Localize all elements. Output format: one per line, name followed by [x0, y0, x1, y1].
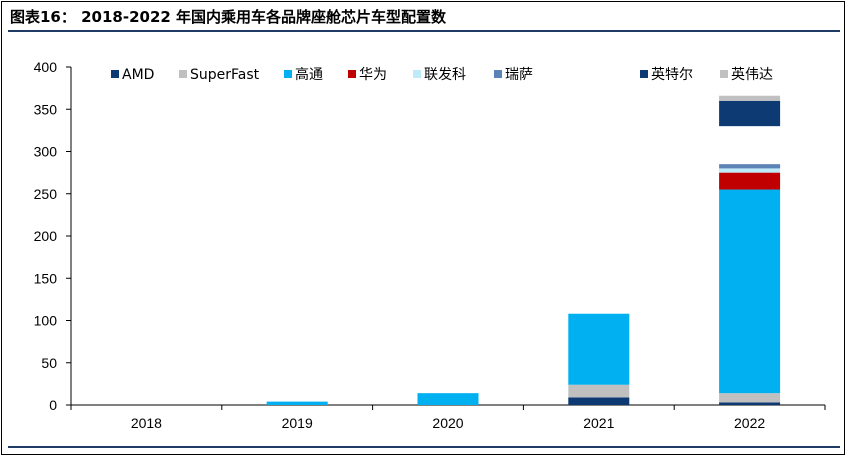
- bar-segment-2021: [568, 397, 630, 405]
- legend-label: 瑞萨: [505, 67, 533, 83]
- legend-label: AMD: [122, 67, 154, 83]
- bar-segment-2022: [719, 402, 781, 405]
- legend-swatch: [179, 70, 187, 78]
- y-tick-label: 200: [34, 228, 58, 244]
- axes-layer: 0 50 100 150 200 250 300 350 400 2018 2019 2020 2021…: [34, 59, 826, 431]
- x-tick-label: 2018: [131, 415, 162, 431]
- legend-label: 英伟达: [731, 66, 773, 83]
- y-tick-label: 250: [34, 186, 58, 202]
- legend-swatch: [284, 70, 292, 78]
- y-tick-label: 150: [34, 270, 58, 286]
- legend-swatch: [111, 70, 119, 78]
- legend-label: 联发科: [424, 67, 466, 83]
- legend-swatch: [413, 70, 421, 78]
- bar-segment-2022: [719, 164, 781, 169]
- bar-segment-2022: [719, 100, 781, 127]
- legend-label: SuperFast: [190, 67, 260, 83]
- bar-segment-2022: [719, 172, 781, 190]
- title-underline: [8, 30, 840, 32]
- y-tick-label: 400: [34, 59, 58, 75]
- bar-segment-2021: [568, 313, 630, 385]
- x-tick-label: 2020: [432, 415, 463, 431]
- bar-segment-2022: [719, 95, 781, 101]
- legend-swatch: [348, 70, 356, 78]
- bar-segment-2021: [568, 384, 630, 398]
- legend-swatch: [640, 70, 648, 78]
- legend-swatch: [494, 70, 502, 78]
- bar-segment-2022: [719, 189, 781, 394]
- footer-line: [8, 446, 840, 448]
- y-tick-label: 0: [49, 397, 57, 413]
- x-tick-label: 2019: [282, 415, 313, 431]
- chart-title: 图表16： 2018-2022 年国内乘用车各品牌座舱芯片车型配置数: [10, 8, 447, 26]
- bar-segment-2022: [719, 393, 781, 403]
- legend-label: 高通: [295, 66, 323, 83]
- y-tick-label: 300: [34, 144, 58, 160]
- x-tick-label: 2022: [734, 415, 765, 431]
- legend-label: 华为: [359, 67, 387, 83]
- bar-segment-2019: [266, 401, 328, 405]
- y-tick-label: 100: [34, 313, 58, 329]
- legend-swatch: [720, 70, 728, 78]
- y-tick-label: 350: [34, 101, 58, 117]
- bar-segment-2022: [719, 168, 781, 173]
- legend: AMD SuperFast 高通 华为 联发科 瑞萨 英特尔 英伟达: [111, 66, 773, 83]
- y-tick-label: 50: [41, 355, 57, 371]
- bars-layer: [266, 95, 781, 405]
- legend-label: 英特尔: [651, 66, 693, 83]
- bar-segment-2020: [417, 393, 479, 405]
- x-tick-label: 2021: [583, 415, 614, 431]
